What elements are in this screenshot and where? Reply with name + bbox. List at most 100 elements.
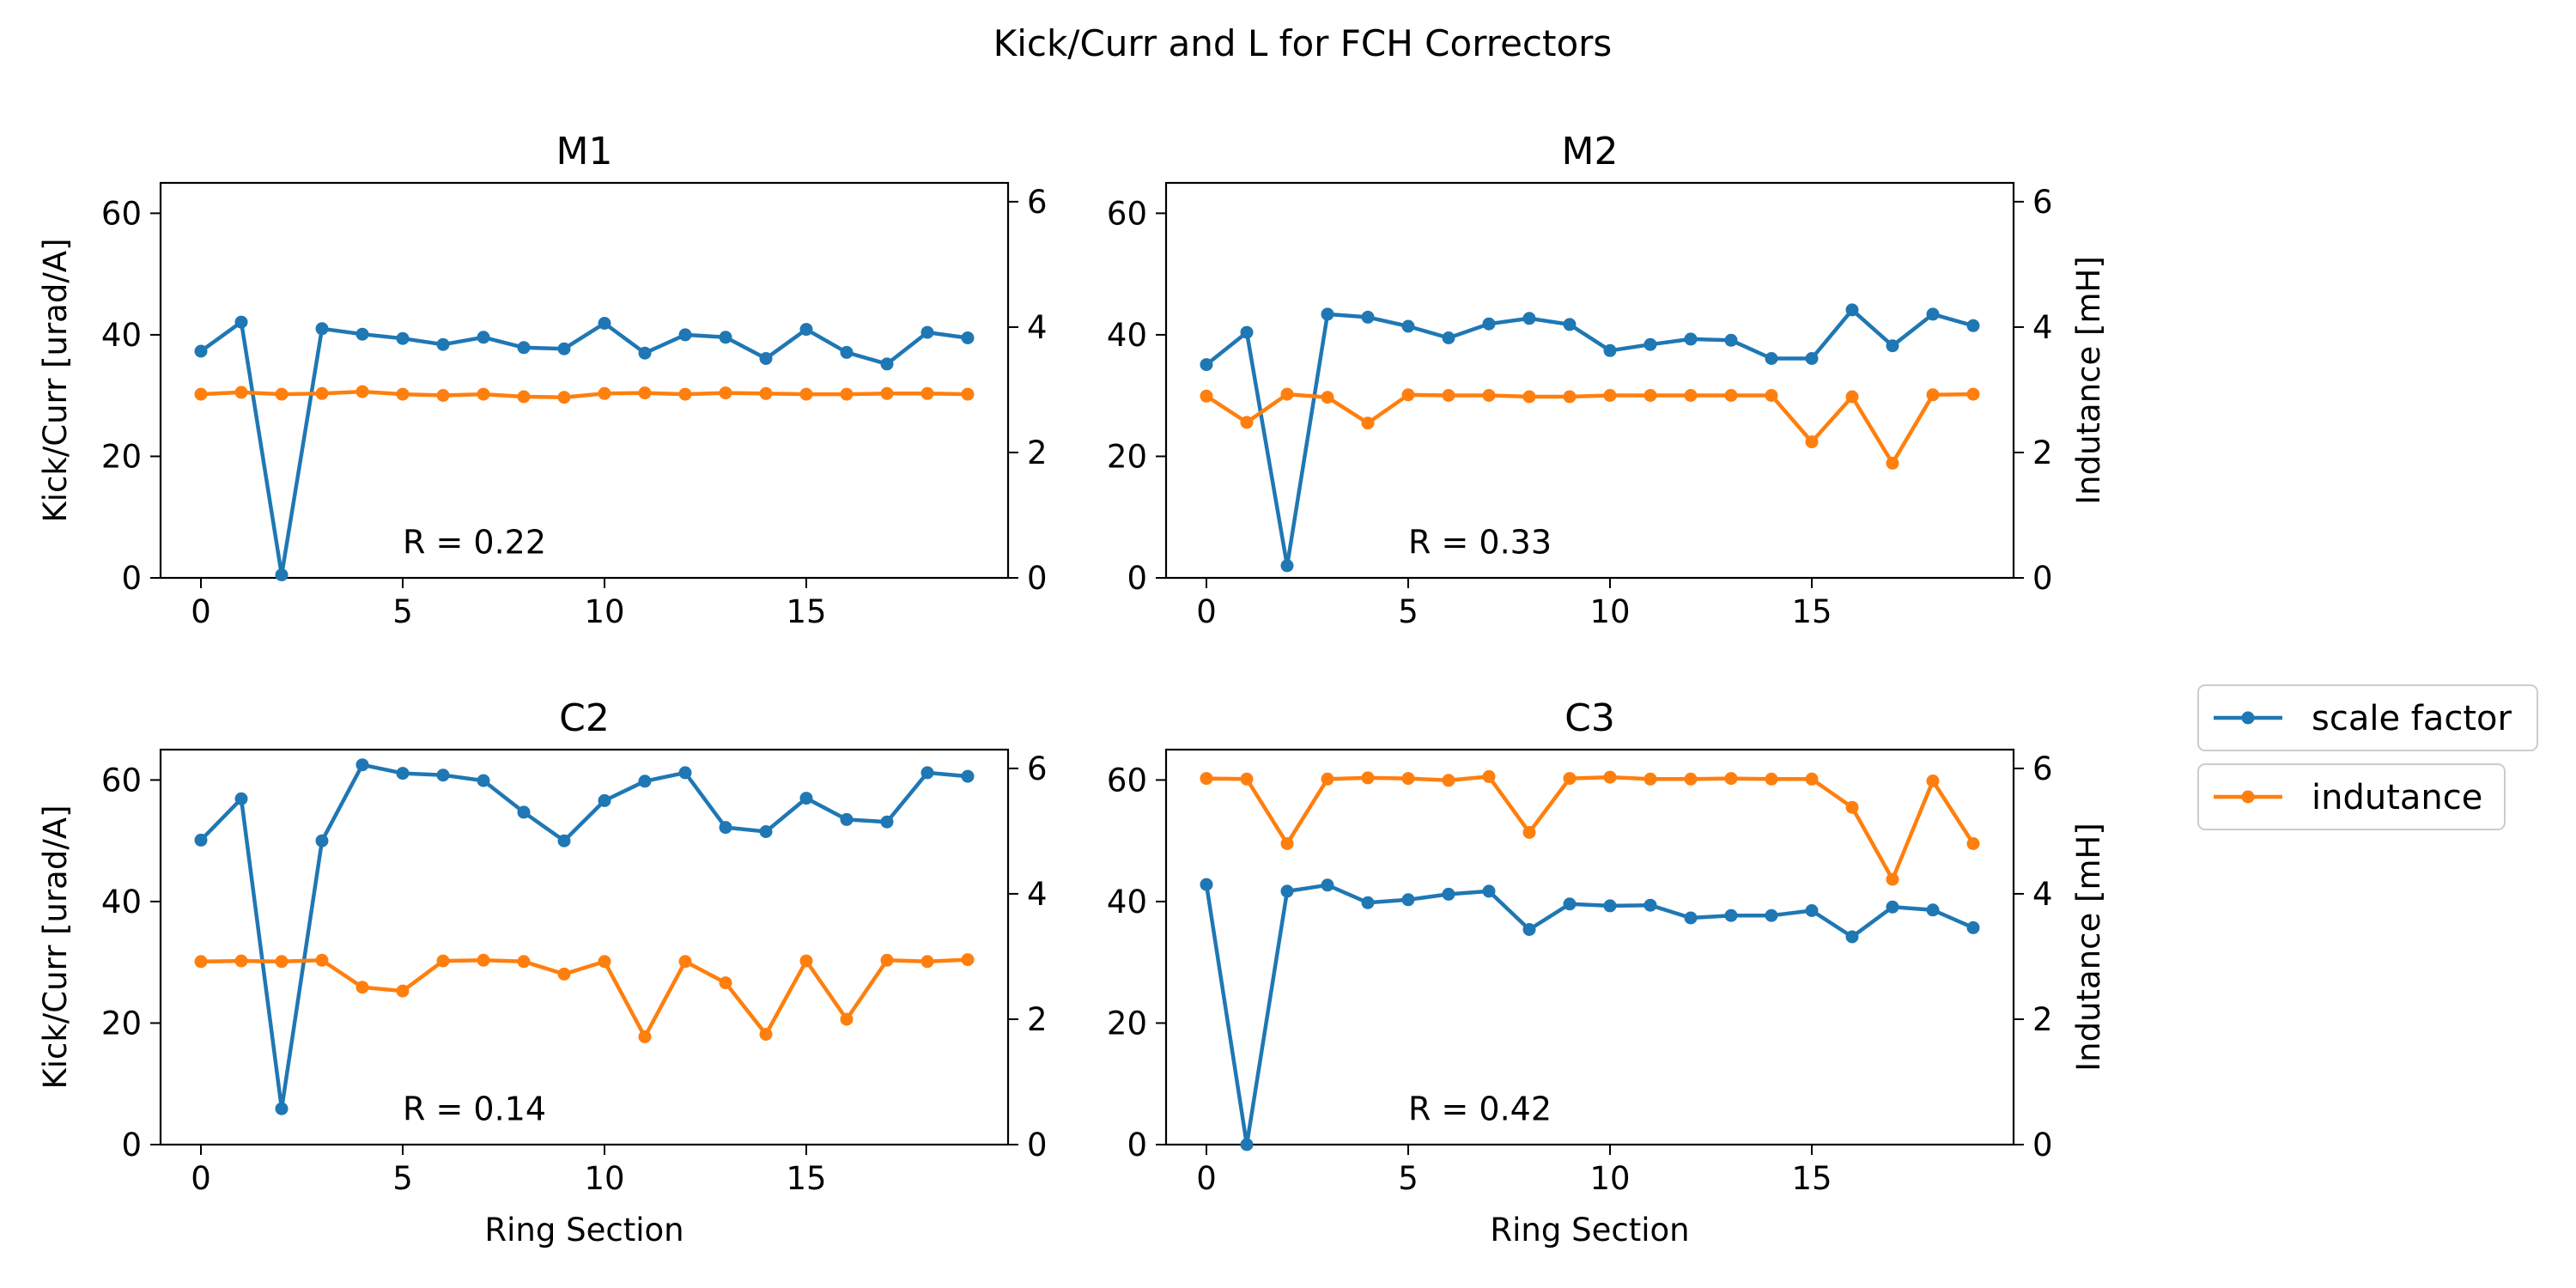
data-point [557, 967, 571, 981]
data-point [1401, 388, 1415, 402]
correlation-annotation: R = 0.22 [403, 524, 546, 562]
y-left-tick-label: 0 [121, 1127, 142, 1163]
data-point [1361, 416, 1375, 430]
x-tick-label: 5 [1398, 1160, 1419, 1197]
data-point [638, 346, 652, 360]
data-point [880, 815, 894, 829]
x-tick-label: 10 [584, 593, 624, 630]
y-left-tick-label: 0 [121, 560, 142, 597]
data-point [355, 385, 369, 398]
data-point [920, 955, 934, 969]
data-point [1886, 872, 1899, 886]
series-indutance [194, 385, 975, 404]
data-point [1724, 333, 1738, 347]
data-point [799, 954, 813, 968]
subplot-title: M2 [1562, 130, 1619, 173]
data-point [477, 387, 490, 401]
legend-label: scale factor [2312, 699, 2512, 738]
data-point [355, 758, 369, 772]
data-point [759, 386, 773, 400]
data-point [1361, 310, 1375, 324]
subplot-title: C2 [559, 696, 610, 740]
data-point [678, 955, 692, 969]
y-right-tick-label: 4 [1027, 876, 1048, 913]
data-point [436, 337, 450, 351]
data-point [1926, 388, 1940, 402]
data-point [1482, 389, 1496, 402]
legend-frame [2197, 763, 2506, 830]
series-line [200, 957, 969, 1039]
data-point [1482, 884, 1496, 898]
data-point [1603, 389, 1617, 402]
data-point [1240, 416, 1254, 429]
data-point [275, 387, 289, 401]
data-point [315, 834, 329, 848]
data-point [1442, 774, 1455, 787]
data-point [1643, 772, 1657, 786]
data-point [1603, 343, 1617, 357]
data-point [194, 833, 208, 847]
axes-frame [1164, 181, 2015, 580]
data-point [436, 769, 450, 782]
x-tick-label: 10 [1589, 1160, 1630, 1197]
data-point [1401, 319, 1415, 333]
data-point [1805, 435, 1819, 449]
data-point [234, 386, 248, 399]
y-right-tick-label: 4 [1027, 309, 1048, 346]
data-point [961, 387, 975, 401]
data-point [1805, 352, 1819, 365]
data-point [1482, 317, 1496, 331]
data-point [961, 331, 975, 344]
data-point [477, 331, 490, 344]
data-point [517, 390, 531, 404]
data-point [1724, 908, 1738, 922]
legend-marker [2241, 790, 2255, 804]
data-point [557, 342, 571, 355]
data-point [1240, 772, 1254, 786]
data-point [759, 352, 773, 365]
data-point [194, 955, 208, 969]
data-point [275, 568, 289, 581]
data-point [638, 775, 652, 788]
data-point [1966, 920, 1980, 934]
data-point [1321, 307, 1334, 321]
data-point [799, 387, 813, 401]
data-point [678, 387, 692, 401]
y-left-tick-label: 20 [1107, 438, 1147, 475]
data-point [1926, 775, 1940, 787]
data-point [1886, 456, 1899, 470]
data-point [880, 357, 894, 371]
axes-frame [159, 181, 1010, 580]
axes-frame [1164, 748, 2015, 1146]
data-point [1200, 389, 1213, 403]
y-left-tick-label: 20 [1107, 1005, 1147, 1042]
data-point [1765, 908, 1778, 922]
legend-entry-indutance: indutance [2197, 763, 2506, 830]
series-scale-factor [194, 315, 975, 581]
data-point [1522, 825, 1536, 839]
data-point [1200, 772, 1213, 786]
data-point [1765, 352, 1778, 365]
legend-marker [2241, 711, 2255, 725]
data-point [1280, 884, 1294, 898]
y-left-tick-label: 20 [101, 438, 142, 475]
data-point [436, 389, 450, 402]
correlation-annotation: R = 0.33 [1408, 524, 1552, 562]
y-left-axis-label: Kick/Curr [urad/A] [37, 805, 74, 1089]
data-point [396, 331, 410, 345]
x-tick-label: 15 [786, 593, 826, 630]
y-right-tick-label: 6 [2032, 184, 2053, 221]
data-point [234, 954, 248, 968]
subplot-m1: M1 0 5 10 15 0 20 40 60 0 2 4 6 Kick/Curr [urad/A] R =… [37, 130, 1048, 630]
data-point [1563, 318, 1577, 331]
data-point [840, 387, 854, 401]
y-left-tick-label: 20 [101, 1005, 142, 1042]
data-point [961, 769, 975, 783]
x-tick-label: 10 [584, 1160, 624, 1197]
x-tick-label: 0 [191, 593, 211, 630]
data-point [1684, 332, 1698, 346]
y-left-tick-label: 60 [101, 762, 142, 799]
data-point [234, 315, 248, 329]
data-point [1200, 878, 1213, 891]
data-point [1966, 319, 1980, 332]
